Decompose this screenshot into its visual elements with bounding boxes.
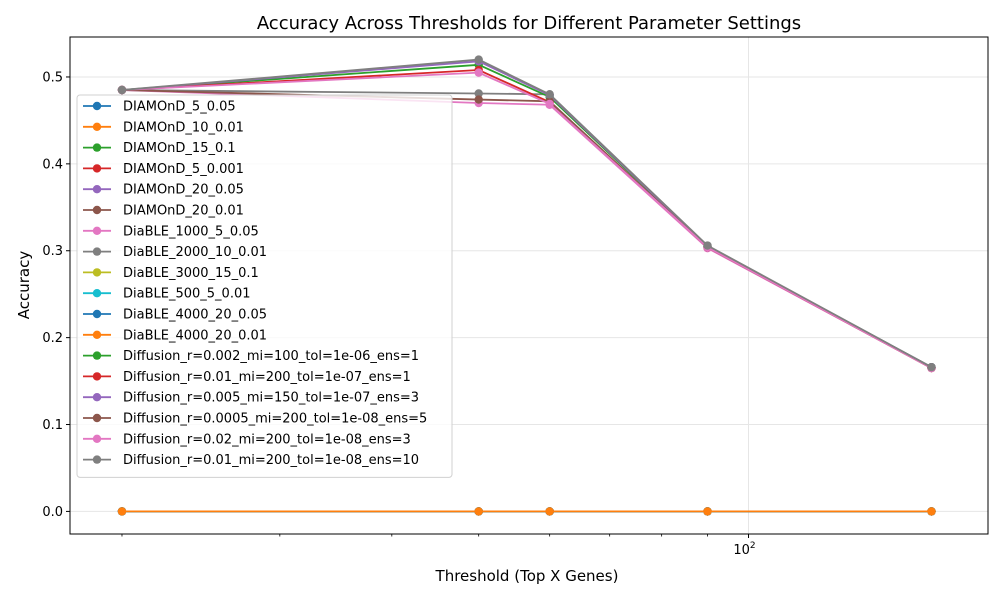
legend-item: Diffusion_r=0.005_mi=150_tol=1e-07_ens=3 <box>83 391 419 406</box>
data-point <box>545 507 554 516</box>
legend-item: Diffusion_r=0.01_mi=200_tol=1e-08_ens=10 <box>83 453 419 468</box>
legend-item: DIAMOnD_10_0.01 <box>83 120 244 135</box>
legend-marker <box>92 164 102 173</box>
legend-box <box>76 94 453 478</box>
legend-label: DiaBLE_2000_10_0.01 <box>123 245 267 260</box>
y-axis-label: Accuracy <box>15 251 33 320</box>
legend-item: Diffusion_r=0.02_mi=200_tol=1e-08_ens=3 <box>83 432 411 447</box>
legend-marker <box>92 413 102 423</box>
legend-marker <box>92 247 102 256</box>
legend-marker <box>92 393 102 402</box>
legend: DIAMOnD_5_0.05 DIAMOnD_10_0.01 DIAMOnD_15_… <box>76 94 453 478</box>
legend-label: DIAMOnD_20_0.01 <box>123 204 244 219</box>
legend-label: DiaBLE_3000_15_0.1 <box>123 266 259 281</box>
data-point <box>474 507 483 516</box>
legend-label: DiaBLE_4000_20_0.01 <box>123 328 267 343</box>
series <box>117 507 936 516</box>
legend-label: DiaBLE_1000_5_0.05 <box>123 224 259 239</box>
legend-label: DIAMOnD_20_0.05 <box>123 183 244 198</box>
legend-item: DIAMOnD_15_0.1 <box>83 141 236 156</box>
legend-label: Diffusion_r=0.01_mi=200_tol=1e-07_ens=1 <box>123 370 411 385</box>
plot-frame <box>69 36 989 535</box>
y-axis: 0.0 0.1 0.2 0.3 0.4 0.5 <box>42 70 70 520</box>
legend-marker <box>92 185 102 194</box>
legend-marker <box>92 226 102 235</box>
legend-item: Diffusion_r=0.002_mi=100_tol=1e-06_ens=1 <box>83 349 419 364</box>
legend-item: DiaBLE_3000_15_0.1 <box>83 266 259 281</box>
legend-marker <box>92 351 102 360</box>
x-tick-label: 102 <box>733 541 755 558</box>
legend-label: DIAMOnD_5_0.001 <box>123 162 244 177</box>
x-axis: 102 <box>121 534 756 558</box>
legend-item: DIAMOnD_5_0.05 <box>83 100 236 115</box>
chart-title: Accuracy Across Thresholds for Different… <box>257 13 801 34</box>
legend-label: DiaBLE_4000_20_0.05 <box>123 308 267 323</box>
legend-label: Diffusion_r=0.005_mi=150_tol=1e-07_ens=3 <box>123 391 419 406</box>
data-point <box>545 90 554 99</box>
data-point <box>117 85 127 95</box>
legend-item: DiaBLE_2000_10_0.01 <box>83 245 267 260</box>
legend-marker <box>92 289 102 298</box>
series <box>117 55 936 372</box>
legend-marker <box>92 122 102 131</box>
legend-marker <box>92 309 102 319</box>
legend-item: DiaBLE_4000_20_0.05 <box>83 308 267 323</box>
x-axis-label: Threshold (Top X Genes) <box>435 567 619 585</box>
legend-label: DIAMOnD_5_0.05 <box>123 100 236 115</box>
legend-marker <box>92 205 102 215</box>
legend-marker <box>92 268 102 277</box>
data-point <box>474 68 483 77</box>
legend-item: DIAMOnD_20_0.01 <box>83 204 244 219</box>
legend-marker <box>92 372 102 381</box>
legend-label: Diffusion_r=0.0005_mi=200_tol=1e-08_ens=… <box>123 412 427 427</box>
y-tick-label: 0.5 <box>42 70 63 85</box>
legend-marker <box>92 143 102 152</box>
legend-item: DIAMOnD_5_0.001 <box>83 162 244 177</box>
legend-item: Diffusion_r=0.01_mi=200_tol=1e-07_ens=1 <box>83 370 411 385</box>
legend-item: DiaBLE_4000_20_0.01 <box>83 328 267 343</box>
y-tick-label: 0.4 <box>42 157 63 172</box>
y-tick-label: 0.3 <box>42 244 63 259</box>
data-point <box>474 89 483 98</box>
legend-item: DiaBLE_1000_5_0.05 <box>83 224 259 239</box>
legend-marker <box>92 434 102 443</box>
y-tick-label: 0.2 <box>42 331 63 346</box>
legend-label: DiaBLE_500_5_0.01 <box>123 287 251 302</box>
data-point <box>117 507 127 516</box>
data-point <box>474 55 483 64</box>
legend-item: DIAMOnD_20_0.05 <box>83 183 244 198</box>
data-point <box>703 241 712 250</box>
data-point <box>927 507 936 516</box>
legend-marker <box>92 330 102 339</box>
legend-label: Diffusion_r=0.002_mi=100_tol=1e-06_ens=1 <box>123 349 419 364</box>
data-point <box>703 507 712 516</box>
data-point <box>545 99 554 109</box>
y-tick-label: 0.1 <box>42 418 63 433</box>
legend-marker <box>92 101 102 111</box>
legend-label: DIAMOnD_15_0.1 <box>123 141 236 156</box>
legend-label: Diffusion_r=0.02_mi=200_tol=1e-08_ens=3 <box>123 432 411 447</box>
data-point <box>927 362 936 372</box>
data-point <box>474 95 483 104</box>
legend-marker <box>92 455 102 464</box>
legend-label: Diffusion_r=0.01_mi=200_tol=1e-08_ens=10 <box>123 453 419 468</box>
legend-item: DiaBLE_500_5_0.01 <box>83 287 251 302</box>
legend-item: Diffusion_r=0.0005_mi=200_tol=1e-08_ens=… <box>83 412 427 427</box>
y-tick-label: 0.0 <box>42 505 63 520</box>
legend-label: DIAMOnD_10_0.01 <box>123 120 244 135</box>
